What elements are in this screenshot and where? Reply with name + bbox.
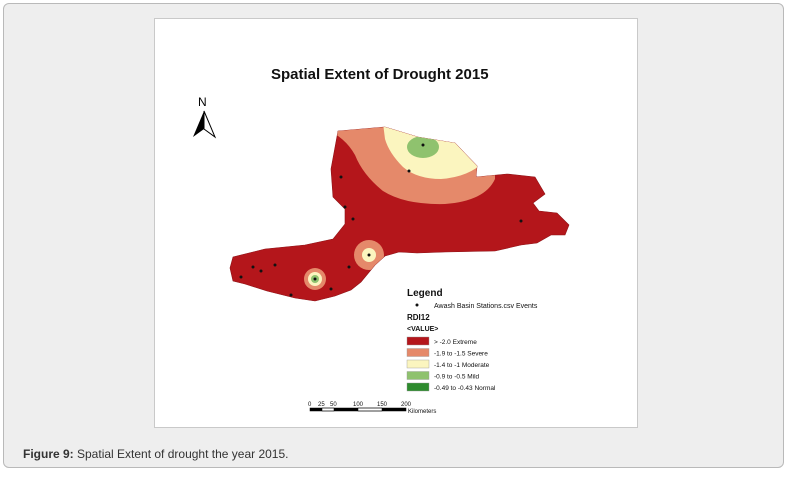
station-point	[329, 287, 333, 291]
station-point	[407, 169, 411, 173]
station-point	[519, 219, 523, 223]
station-point	[313, 277, 317, 281]
station-point	[239, 275, 243, 279]
scale-tick-200: 200	[401, 402, 412, 408]
legend-class-label: > -2.0 Extreme	[434, 339, 477, 346]
north-label: N	[198, 95, 207, 109]
basin-extreme-zone	[229, 126, 570, 302]
legend-layer-name: RDI12	[407, 313, 430, 322]
drought-map: Spatial Extent of Drought 2015 N	[193, 66, 570, 415]
legend-class-label: -1.9 to -1.5 Severe	[434, 351, 488, 358]
map-title: Spatial Extent of Drought 2015	[271, 66, 489, 83]
legend-value-label: <VALUE>	[407, 326, 438, 333]
scale-bar: 0 25 50 100 150 200 Kilometers	[308, 402, 436, 415]
legend-stations-label: Awash Basin Stations.csv Events	[434, 303, 538, 310]
legend-class-label: -0.49 to -0.43 Normal	[434, 385, 496, 392]
legend-heading: Legend	[407, 288, 443, 299]
drought-zones	[229, 126, 570, 302]
caption-label: Figure 9:	[23, 447, 74, 461]
figure-caption: Figure 9: Spatial Extent of drought the …	[23, 447, 288, 461]
figure-card: Spatial Extent of Drought 2015 N	[3, 3, 784, 468]
station-point	[259, 269, 263, 273]
station-point	[289, 293, 293, 297]
legend-swatch	[406, 359, 430, 369]
map-frame: Spatial Extent of Drought 2015 N	[154, 18, 638, 428]
scale-tick-100: 100	[353, 402, 364, 408]
map-legend: Legend Awash Basin Stations.csv Events R…	[406, 288, 538, 392]
scale-tick-0: 0	[308, 402, 312, 408]
scale-tick-150: 150	[377, 402, 388, 408]
station-points	[239, 143, 523, 297]
legend-swatch	[406, 348, 430, 357]
legend-classes: > -2.0 Extreme -1.9 to -1.5 Severe -1.4 to…	[406, 336, 496, 392]
station-point	[351, 217, 355, 221]
scale-tick-25: 25	[318, 402, 325, 408]
legend-class-label: -0.9 to -0.5 Mild	[434, 374, 480, 381]
legend-swatch	[406, 336, 430, 346]
station-legend-symbol	[415, 303, 419, 307]
station-point	[273, 263, 277, 267]
legend-swatch	[406, 382, 430, 392]
station-point	[343, 205, 347, 209]
north-arrow-icon: N	[193, 95, 217, 139]
station-point	[367, 253, 371, 257]
legend-swatch	[406, 371, 430, 380]
caption-text: Spatial Extent of drought the year 2015.	[73, 447, 289, 461]
station-point	[421, 143, 425, 147]
scale-unit: Kilometers	[408, 409, 436, 415]
scale-tick-50: 50	[330, 402, 337, 408]
station-point	[339, 175, 343, 179]
legend-class-label: -1.4 to -1 Moderate	[434, 362, 490, 369]
station-point	[347, 265, 351, 269]
mild-zone	[407, 136, 439, 158]
station-point	[251, 265, 255, 269]
